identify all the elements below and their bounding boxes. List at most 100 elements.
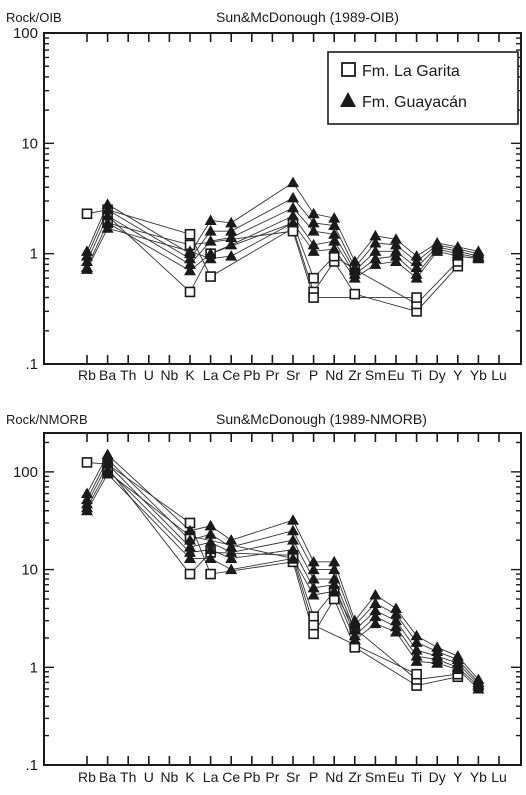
- series-markers: [81, 448, 485, 694]
- x-tick-label: Pr: [265, 367, 279, 383]
- data-point-triangle: [390, 608, 402, 619]
- legend: Fm. La Garita Fm. Guayacán: [327, 51, 519, 125]
- data-point-square: [411, 292, 422, 303]
- x-tick-label: U: [144, 769, 154, 785]
- chart-panel-1: 100 10 1 .1 Rb Ba Th U Nb K La Ce Pb Pr Sr P Nd Zr Sm Eu Ti D…: [6, 9, 522, 383]
- data-point-triangle: [390, 250, 402, 261]
- data-point-triangle: [225, 546, 238, 557]
- series-line: [107, 215, 459, 305]
- data-point-triangle: [184, 524, 196, 536]
- data-point-triangle: [390, 625, 402, 637]
- x-tick-label: Zr: [348, 769, 362, 785]
- data-point-triangle: [225, 552, 238, 563]
- data-point-triangle: [369, 610, 382, 622]
- data-point-triangle: [307, 207, 320, 219]
- data-point-triangle: [431, 657, 444, 668]
- data-point-triangle: [225, 534, 238, 545]
- data-point-triangle: [101, 209, 114, 221]
- data-point-triangle: [328, 585, 341, 596]
- y-axis-label: Rock/OIB: [6, 10, 62, 25]
- data-point-square: [184, 568, 196, 580]
- data-point-triangle: [101, 198, 114, 209]
- y-ticks: [44, 441, 521, 766]
- x-tick-label: Ti: [411, 367, 422, 383]
- x-tick-label: Pb: [243, 367, 260, 383]
- data-point-triangle: [390, 238, 402, 250]
- x-tick-label: Pb: [243, 769, 260, 785]
- data-point-triangle: [369, 258, 382, 269]
- data-point-triangle: [225, 250, 238, 261]
- data-point-triangle: [369, 604, 382, 616]
- data-point-triangle: [307, 581, 320, 593]
- data-point-triangle: [328, 219, 341, 231]
- data-point-triangle: [348, 272, 361, 283]
- y-tick-label: 1: [30, 659, 38, 676]
- data-point-square: [349, 288, 361, 300]
- y-tick-label: 100: [13, 25, 38, 42]
- x-tick-label: Pr: [265, 769, 279, 785]
- data-point-triangle: [204, 552, 217, 563]
- data-point-triangle: [410, 644, 423, 655]
- data-point-triangle: [225, 231, 238, 243]
- data-point-square: [184, 228, 196, 240]
- data-point-triangle: [225, 216, 238, 228]
- x-tick-label: Yb: [470, 367, 487, 383]
- series-lines: [86, 182, 479, 312]
- x-tick-label: Rb: [78, 367, 96, 383]
- data-point-triangle: [410, 255, 423, 266]
- data-point-triangle: [410, 655, 423, 666]
- x-tick-label: Nd: [325, 769, 343, 785]
- x-tick-label: K: [185, 367, 195, 383]
- x-tick-label: Zr: [348, 367, 362, 383]
- x-tick-label: Sm: [365, 769, 386, 785]
- legend-square-icon: [341, 62, 356, 77]
- x-tick-label: Th: [120, 769, 136, 785]
- data-point-triangle: [287, 524, 299, 536]
- data-point-square: [81, 457, 93, 468]
- data-point-triangle: [328, 212, 341, 223]
- x-tick-label: P: [309, 367, 318, 383]
- y-tick-label: 10: [21, 135, 38, 152]
- data-point-triangle: [184, 264, 196, 276]
- data-point-triangle: [101, 216, 114, 228]
- data-point-triangle: [101, 458, 114, 469]
- data-point-triangle: [184, 245, 196, 256]
- data-point-triangle: [287, 216, 299, 228]
- data-point-triangle: [369, 252, 382, 264]
- data-point-triangle: [451, 250, 464, 261]
- data-point-triangle: [287, 191, 299, 203]
- x-tick-label: Th: [120, 367, 136, 383]
- series-markers: [81, 176, 485, 317]
- data-point-triangle: [410, 272, 423, 283]
- series-line: [86, 461, 458, 687]
- series-line: [107, 471, 417, 675]
- x-tick-label: K: [185, 769, 195, 785]
- x-tick-label: Sm: [365, 367, 386, 383]
- data-point-triangle: [328, 243, 341, 254]
- chart-title: Sun&McDonough (1989-OIB): [216, 9, 399, 25]
- data-point-triangle: [328, 563, 341, 575]
- data-point-triangle: [307, 216, 320, 228]
- data-point-triangle: [307, 588, 320, 600]
- data-point-triangle: [225, 541, 238, 552]
- data-point-triangle: [204, 536, 217, 547]
- data-point-triangle: [410, 250, 423, 261]
- data-point-triangle: [287, 514, 299, 525]
- data-point-triangle: [307, 225, 320, 236]
- data-point-triangle: [369, 229, 382, 241]
- data-point-triangle: [328, 578, 341, 590]
- data-point-triangle: [390, 614, 402, 626]
- data-point-triangle: [81, 263, 93, 274]
- data-point-triangle: [81, 504, 93, 516]
- data-point-triangle: [307, 555, 320, 567]
- data-point-triangle: [101, 222, 114, 233]
- data-point-square: [308, 619, 319, 631]
- x-tick-label: Ce: [222, 367, 240, 383]
- x-tick-label: Ba: [99, 769, 116, 785]
- data-point-triangle: [81, 487, 93, 499]
- data-point-triangle: [328, 228, 341, 239]
- data-point-triangle: [369, 617, 382, 629]
- data-point-triangle: [81, 250, 93, 261]
- data-point-triangle: [348, 255, 361, 266]
